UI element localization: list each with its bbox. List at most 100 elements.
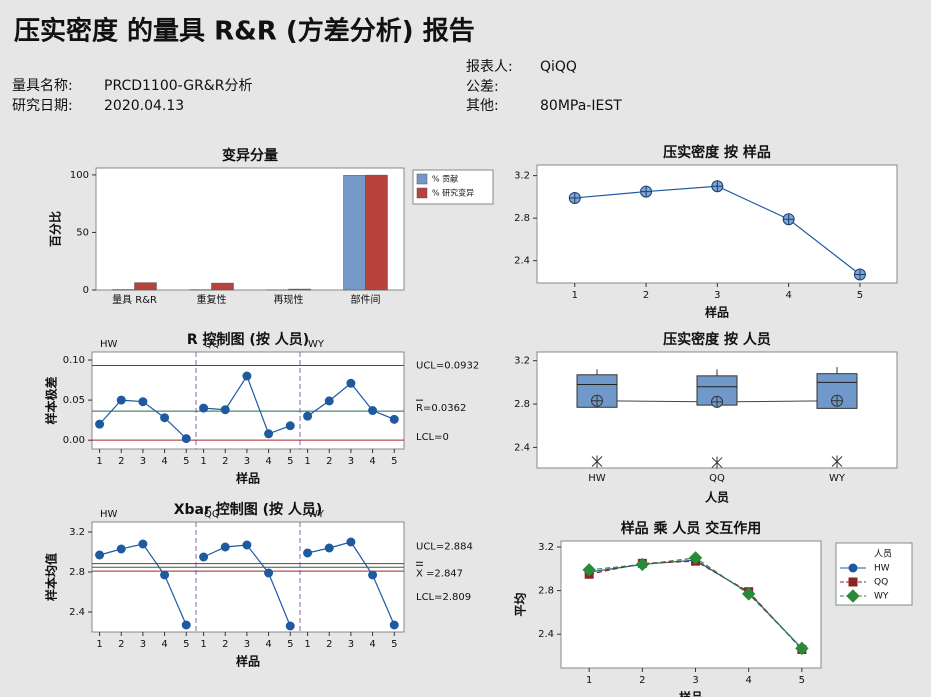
group-label: WY — [308, 509, 325, 520]
x-tick-label: 1 — [586, 675, 592, 686]
y-tick-label: 2.8 — [69, 567, 85, 578]
chart-title: 压实密度 按 人员 — [663, 331, 771, 348]
y-tick-label: 0.10 — [63, 355, 85, 366]
legend-label: WY — [874, 592, 889, 602]
y-tick-label: 0.00 — [63, 435, 85, 446]
marker — [181, 620, 191, 630]
y-axis-label: 样本均值 — [44, 553, 59, 601]
x-tick-label: 量具 R&R — [112, 294, 157, 306]
legend-swatch — [416, 187, 428, 199]
chart-title: R 控制图 (按 人员) — [187, 331, 309, 348]
limit-label: LCL=0 — [416, 432, 449, 443]
limit-label: LCL=2.809 — [416, 592, 471, 603]
marker — [285, 421, 295, 431]
x-tick-label: 1 — [96, 456, 102, 467]
marker — [181, 434, 191, 444]
group-label: WY — [308, 339, 325, 350]
marker-cross — [711, 180, 723, 192]
x-axis-label: 人员 — [705, 490, 729, 505]
x-tick-label: 4 — [161, 456, 167, 467]
marker — [324, 396, 334, 406]
x-tick-label: 3 — [244, 456, 250, 467]
legend-label: QQ — [874, 578, 888, 588]
limit-label: UCL=2.884 — [416, 542, 473, 553]
marker — [116, 544, 126, 554]
marker — [688, 551, 703, 565]
plot-frame — [560, 540, 822, 669]
marker — [303, 548, 313, 558]
marker — [220, 405, 230, 415]
marker — [138, 539, 148, 549]
y-tick-label: 2.4 — [538, 629, 554, 640]
x-axis-label: 样品 — [705, 305, 729, 320]
marker-cross — [783, 213, 795, 225]
outlier — [591, 455, 603, 468]
x-tick-label: 4 — [161, 639, 167, 650]
y-tick-label: 2.4 — [69, 607, 85, 618]
y-tick-label: 3.2 — [69, 527, 85, 538]
y-tick-label: 3.2 — [514, 356, 530, 367]
y-tick-label: 0.05 — [63, 395, 85, 406]
bar — [134, 282, 157, 291]
x-tick-label: 2 — [118, 456, 124, 467]
marker — [368, 570, 378, 580]
x-tick-label: 4 — [746, 675, 752, 686]
marker — [242, 540, 252, 550]
outlier — [711, 456, 723, 469]
x-tick-label: 5 — [799, 675, 805, 686]
x-tick-label: 2 — [222, 639, 228, 650]
x-tick-label: 4 — [785, 290, 791, 301]
limit-label: X =2.847 — [416, 568, 463, 579]
chart-title: 压实密度 按 样品 — [663, 144, 771, 161]
x-tick-label: 5 — [287, 456, 293, 467]
group-label: HW — [100, 339, 118, 350]
chart-title: 样品 乘 人员 交互作用 — [621, 520, 762, 537]
y-tick-label: 0 — [83, 285, 89, 296]
y-tick-label: 3.2 — [514, 171, 530, 182]
x-tick-label: 2 — [118, 639, 124, 650]
outlier — [831, 455, 843, 468]
bar — [211, 282, 234, 291]
marker — [160, 413, 170, 423]
x-tick-label: 1 — [96, 639, 102, 650]
legend-marker — [846, 589, 860, 603]
y-tick-label: 2.8 — [514, 399, 530, 410]
legend-label: % 研究变异 — [432, 188, 474, 198]
marker — [389, 414, 399, 424]
chart-title: Xbar 控制图 (按 人员) — [174, 501, 323, 518]
marker — [795, 641, 809, 656]
field-value: 2020.04.13 — [104, 98, 184, 114]
x-tick-label: 5 — [183, 456, 189, 467]
x-tick-label: 1 — [200, 456, 206, 467]
y-tick-label: 3.2 — [538, 542, 554, 553]
field-label: 公差: — [466, 79, 499, 95]
field-value: QiQQ — [540, 59, 577, 75]
x-tick-label: 3 — [244, 639, 250, 650]
x-tick-label: 2 — [326, 639, 332, 650]
y-tick-label: 2.8 — [514, 213, 530, 224]
y-axis-label: 百分比 — [48, 211, 63, 247]
x-axis-label: 样品 — [236, 654, 260, 669]
limit-label: UCL=0.0932 — [416, 360, 479, 371]
x-tick-label: 重复性 — [197, 293, 227, 306]
field-value: 80MPa-IEST — [540, 98, 622, 114]
legend-marker — [848, 577, 858, 587]
marker — [346, 537, 356, 547]
field-label: 其他: — [466, 98, 499, 114]
x-tick-label: 4 — [369, 456, 375, 467]
x-tick-label: 2 — [643, 290, 649, 301]
x-tick-label: 1 — [200, 639, 206, 650]
chart-title: 变异分量 — [222, 147, 278, 164]
y-axis-label: 样本极差 — [44, 376, 59, 424]
marker-cross — [831, 395, 843, 407]
x-tick-label: 2 — [326, 456, 332, 467]
field-label: 研究日期: — [12, 98, 73, 114]
x-tick-label: HW — [588, 473, 606, 484]
marker — [95, 550, 105, 560]
bar — [343, 175, 366, 291]
x-tick-label: 5 — [391, 456, 397, 467]
marker — [346, 378, 356, 388]
marker — [285, 621, 295, 631]
report-title: 压实密度 的量具 R&R (方差分析) 报告 — [14, 16, 475, 47]
